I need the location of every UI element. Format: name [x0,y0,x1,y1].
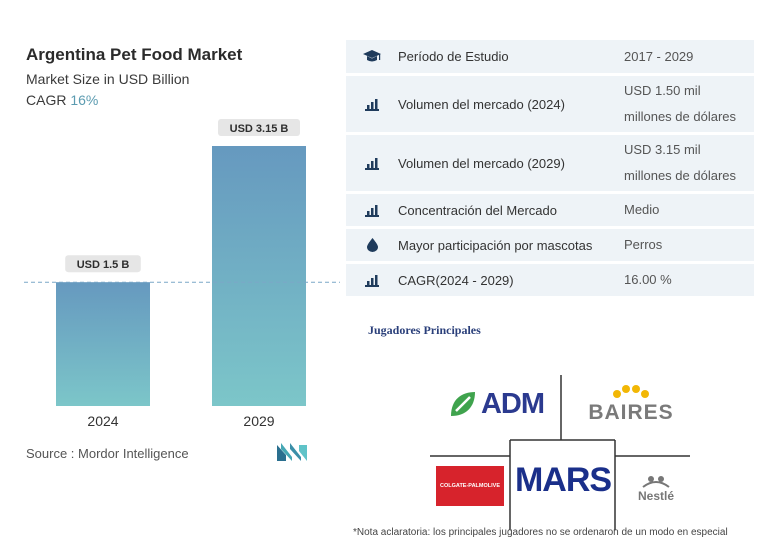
disclaimer-note: *Nota aclaratoria: los principales jugad… [353,527,728,538]
mordor-logo-icon [277,443,307,461]
cagr-line: CAGR 16% [26,92,98,108]
x-tick-label: 2024 [87,413,118,429]
bar-chart: USD 1.5 B 2024 USD 3.15 B 2029 [24,119,340,429]
row-value: Perros [624,237,663,252]
row-label: Concentración del Mercado [398,202,557,218]
chart-subtitle: Market Size in USD Billion [26,71,190,87]
row-label: Volumen del mercado (2029) [398,155,565,171]
row-value: USD 1.50 mil millones de dólares [624,83,737,124]
bar [56,282,150,406]
colgate-logo: COLGATE-PALMOLIVE [436,466,504,506]
data-label: USD 3.15 B [230,123,289,135]
data-label-pill [65,255,141,273]
row-value: USD 3.15 mil millones de dólares [624,142,737,183]
adm-leaf-icon [450,392,475,416]
table-row: Mayor participación por mascotas Perros [346,229,754,261]
row-value: 2017 - 2029 [624,48,694,64]
table-row: Volumen del mercado (2029) USD 3.15 mil m… [346,135,754,191]
bar [212,146,306,406]
x-tick-label: 2029 [243,413,274,429]
nestle-logo: Nestlé [622,468,690,508]
data-label: USD 1.5 B [77,259,130,271]
baires-paw-icon [613,385,649,398]
adm-logo: ADM [440,384,552,424]
source-text: Source : Mordor Intelligence [26,446,189,461]
nestle-nest-icon [642,476,670,488]
table-row: Concentración del Mercado Medio [346,194,754,226]
row-label: Mayor participación por mascotas [398,237,593,253]
table-row: Período de Estudio 2017 - 2029 [346,40,754,73]
cagr-label: CAGR [26,92,67,108]
graduation-cap-icon [346,49,398,64]
row-label: Período de Estudio [398,49,509,64]
market-info-table: Período de Estudio 2017 - 2029 Volumen d… [346,40,754,299]
table-row: Volumen del mercado (2024) USD 1.50 mil m… [346,76,754,132]
bar-chart-icon [346,98,398,111]
chart-title: Argentina Pet Food Market [26,45,243,64]
data-label-pill [218,119,300,136]
table-row: CAGR(2024 - 2029) 16.00 % [346,264,754,296]
cagr-value: 16% [70,92,99,108]
logo-grid-lines [430,375,690,530]
players-title: Jugadores Principales [368,323,481,337]
row-label: Volumen del mercado (2024) [398,96,565,112]
source-label: Source : [26,446,75,461]
bar-chart-icon [346,157,398,170]
bar-chart-icon [346,204,398,217]
players-logos: ADM BAIRES COLGATE-PALMOLIVE MARS Nestlé [430,370,700,530]
row-label: CAGR(2024 - 2029) [398,272,514,288]
baires-logo: BAIRES [570,380,692,430]
row-value: Medio [624,202,660,217]
mars-logo: MARS [514,460,612,499]
drop-icon [346,238,398,252]
row-value: 16.00 % [624,272,672,287]
source-value: Mordor Intelligence [78,446,189,461]
bar-chart-icon [346,274,398,287]
